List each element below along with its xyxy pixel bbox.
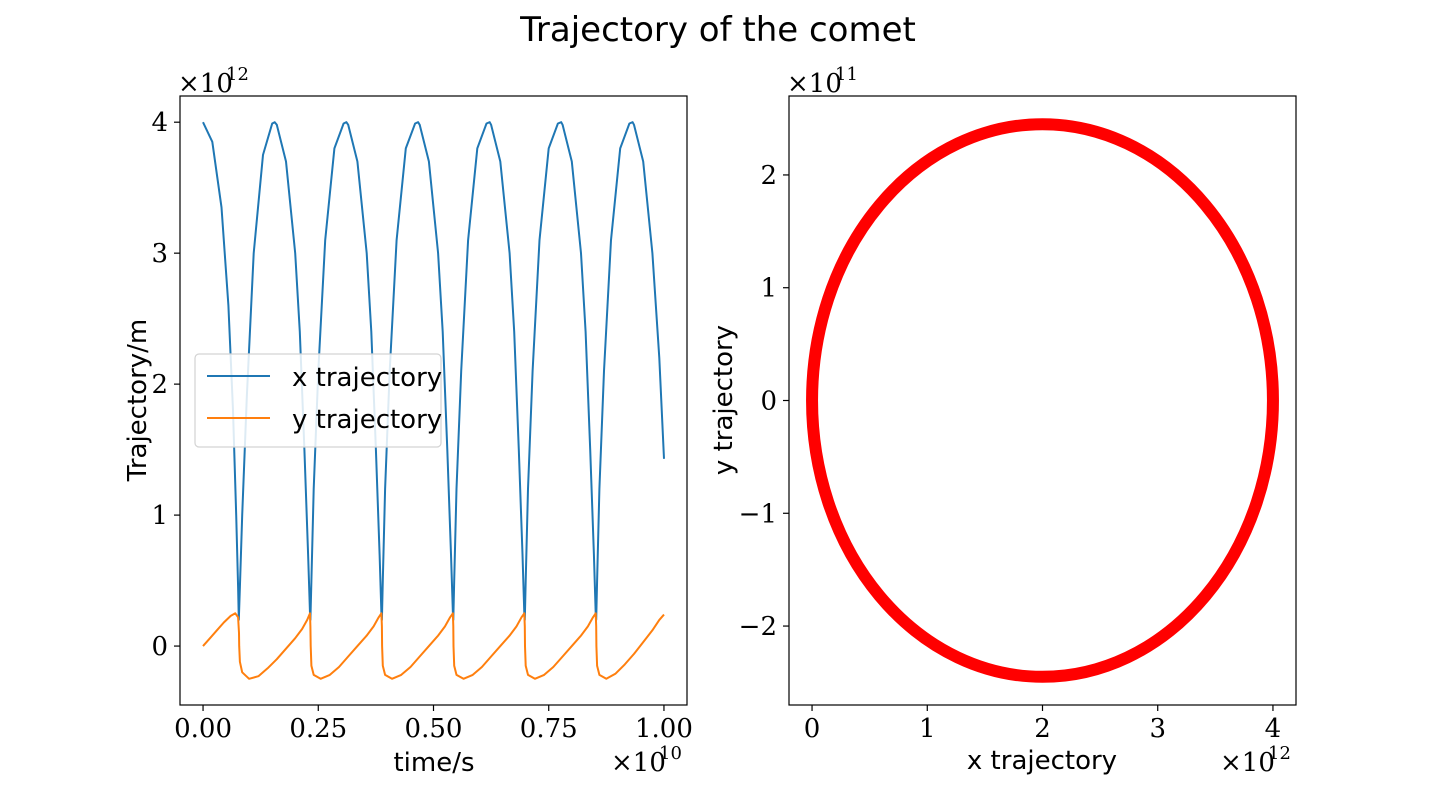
right-x-axis-label: x trajectory [967, 746, 1117, 776]
y-tick-label: −2 [739, 612, 777, 642]
left-plot-area: 0.00 0.25 0.50 0.75 1.00 0 1 2 3 4 [151, 95, 693, 744]
x-tick-label: 0.25 [289, 714, 347, 744]
right-axes-frame [788, 95, 1297, 706]
x-tick-label: 3 [1149, 714, 1166, 744]
left-chart-marks [202, 121, 665, 680]
y-tick-label: 4 [151, 108, 168, 138]
legend: x trajectory y trajectory [194, 353, 442, 448]
left-x-axis-label: time/s [393, 748, 474, 778]
right-y-axis-label: y trajectory [709, 325, 739, 475]
x-tick-label: 0.00 [174, 714, 232, 744]
x-tick-label: 0.75 [520, 714, 578, 744]
left-chart-ticks: 0.00 0.25 0.50 0.75 1.00 0 1 2 3 4 [151, 108, 692, 744]
right-x-multiplier-base: ×10 [1220, 748, 1275, 778]
x-tick-label: 4 [1265, 714, 1282, 744]
y-tick-label: −1 [739, 499, 777, 529]
legend-x-trajectory-label: x trajectory [292, 363, 442, 393]
left-y-multiplier: ×10 12 [178, 64, 249, 99]
right-x-multiplier-exponent: 12 [1268, 743, 1291, 764]
figure-title: Trajectory of the comet [519, 10, 916, 50]
comet-orbit [806, 118, 1279, 683]
right-y-multiplier-base: ×10 [787, 69, 842, 99]
legend-y-trajectory-label: y trajectory [292, 405, 442, 435]
right-chart-ticks: 0 1 2 3 4 −2 −1 0 1 2 [739, 161, 1282, 744]
left-x-multiplier-base: ×10 [611, 748, 666, 778]
right-chart-marks [806, 118, 1279, 683]
y-tick-label: 2 [760, 161, 777, 191]
left-y-axis-label: Trajectory/m [123, 319, 153, 482]
y-trajectory-line [202, 612, 665, 680]
right-plot-area: 0 1 2 3 4 −2 −1 0 1 2 [739, 95, 1297, 744]
right-y-multiplier-exponent: 11 [835, 64, 858, 85]
x-trajectory-line [202, 121, 665, 621]
y-tick-label: 1 [151, 501, 168, 531]
y-tick-label: 2 [151, 370, 168, 400]
legend-box [194, 353, 442, 448]
y-tick-label: 0 [760, 387, 777, 417]
x-tick-label: 0 [804, 714, 821, 744]
y-tick-label: 1 [760, 274, 777, 304]
right-y-multiplier: ×10 11 [787, 64, 858, 99]
left-x-multiplier: ×10 10 [611, 743, 682, 778]
y-tick-label: 0 [151, 632, 168, 662]
left-y-multiplier-base: ×10 [178, 69, 233, 99]
x-tick-label: 0.50 [405, 714, 463, 744]
x-tick-label: 1.00 [635, 714, 693, 744]
x-tick-label: 2 [1034, 714, 1051, 744]
x-tick-label: 1 [919, 714, 936, 744]
y-tick-label: 3 [151, 239, 168, 269]
right-x-multiplier: ×10 12 [1220, 743, 1291, 778]
left-axes-frame [179, 95, 688, 706]
left-x-multiplier-exponent: 10 [659, 743, 682, 764]
left-y-multiplier-exponent: 12 [226, 64, 249, 85]
